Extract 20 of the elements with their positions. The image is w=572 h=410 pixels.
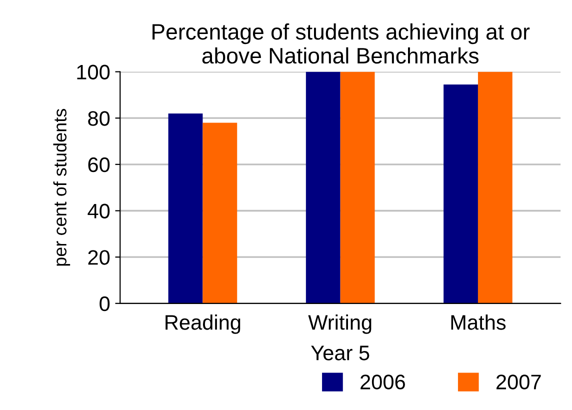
- bar: [306, 72, 340, 304]
- x-tick-label: Writing: [308, 314, 372, 334]
- y-tick-label: 0: [100, 296, 110, 312]
- y-tick-label: 80: [88, 111, 110, 126]
- x-tick-label: Reading: [166, 314, 240, 334]
- bar: [340, 72, 375, 304]
- x-axis-title: Year 5: [311, 346, 370, 360]
- bar: [478, 72, 512, 304]
- bar: [202, 122, 238, 304]
- y-axis-title: per cent of students: [53, 108, 70, 266]
- chart-title: Percentage of students achieving at or above National Benchmarks: [152, 23, 530, 64]
- y-tick-label: 60: [88, 157, 110, 172]
- bar: [168, 113, 203, 304]
- y-tick-label: 20: [88, 250, 110, 265]
- y-tick-label: 40: [88, 204, 110, 218]
- y-tick-label: 100: [77, 64, 110, 80]
- bar: [444, 84, 478, 304]
- legend-label: 2006: [360, 374, 405, 390]
- x-tick-label: Maths: [451, 314, 506, 330]
- legend-label: 2007: [496, 374, 541, 390]
